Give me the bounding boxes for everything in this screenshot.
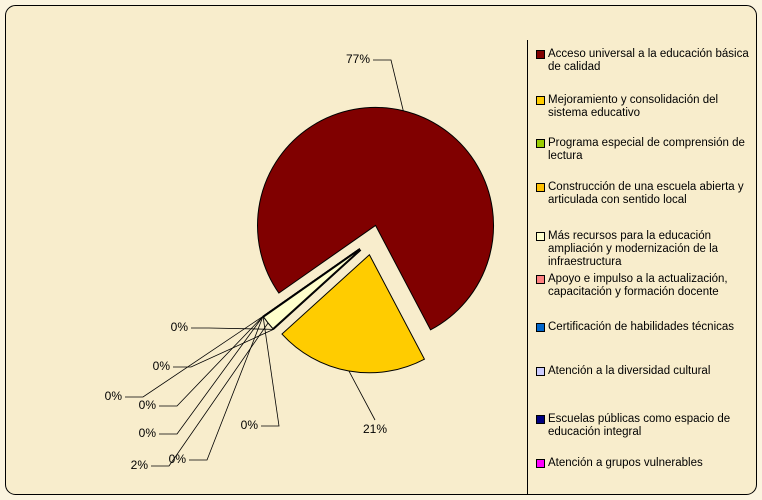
- data-label: 0%: [171, 320, 189, 334]
- legend-swatch: [536, 232, 545, 241]
- legend-swatch: [536, 275, 545, 284]
- pie-slice: [273, 249, 362, 330]
- leader-line: [261, 316, 280, 427]
- legend-label: Apoyo e impulso a la actualización, capa…: [548, 273, 728, 298]
- legend-label: Escuelas públicas como espacio de educac…: [548, 413, 731, 438]
- legend-swatch: [536, 323, 545, 332]
- legend-label: Acceso universal a la educación básica d…: [548, 48, 749, 73]
- legend-swatch: [536, 139, 545, 148]
- leader-line: [159, 316, 264, 435]
- legend-swatch: [536, 367, 545, 376]
- leader-line: [125, 315, 264, 398]
- leader-line: [348, 370, 376, 421]
- legend-label: Programa especial de comprensión de lect…: [548, 137, 745, 162]
- pie: 77% 21% 0% 0% 2% 0% 0% 0% 0% 0%: [105, 52, 494, 472]
- data-label: 0%: [241, 418, 259, 432]
- data-label: 21%: [363, 422, 387, 436]
- legend: Acceso universal a la educación básica d…: [527, 40, 757, 494]
- data-label: 0%: [139, 426, 157, 440]
- legend-swatch: [536, 183, 545, 192]
- legend-swatch: [536, 459, 545, 468]
- data-label: 77%: [346, 52, 370, 66]
- legend-swatch: [536, 50, 545, 59]
- legend-label: Certificación de habilidades técnicas: [548, 321, 735, 333]
- data-label: 0%: [105, 389, 123, 403]
- legend-label: Atención a la diversidad cultural: [548, 365, 711, 377]
- pie-slice: [262, 248, 360, 317]
- legend-swatch: [536, 415, 545, 424]
- leader-line: [189, 316, 264, 461]
- leader-line: [373, 59, 404, 111]
- leader-line: [191, 327, 274, 330]
- chart-frame: [5, 5, 757, 495]
- legend-swatch: [536, 96, 545, 105]
- data-label: 0%: [153, 359, 171, 373]
- pie-slice: [262, 248, 361, 330]
- leader-line: [159, 316, 264, 407]
- data-label: 0%: [139, 398, 157, 412]
- legend-label: Más recursos para la educación ampliació…: [548, 230, 719, 268]
- legend-label: Mejoramiento y consolidación del sistema…: [548, 94, 719, 119]
- legend-label: Atención a grupos vulnerables: [548, 457, 703, 469]
- legend-label: Construcción de una escuela abierta y ar…: [548, 181, 744, 206]
- leader-line: [173, 328, 274, 368]
- leader-line: [151, 322, 269, 467]
- data-label: 2%: [131, 458, 149, 472]
- data-label: 0%: [169, 452, 187, 466]
